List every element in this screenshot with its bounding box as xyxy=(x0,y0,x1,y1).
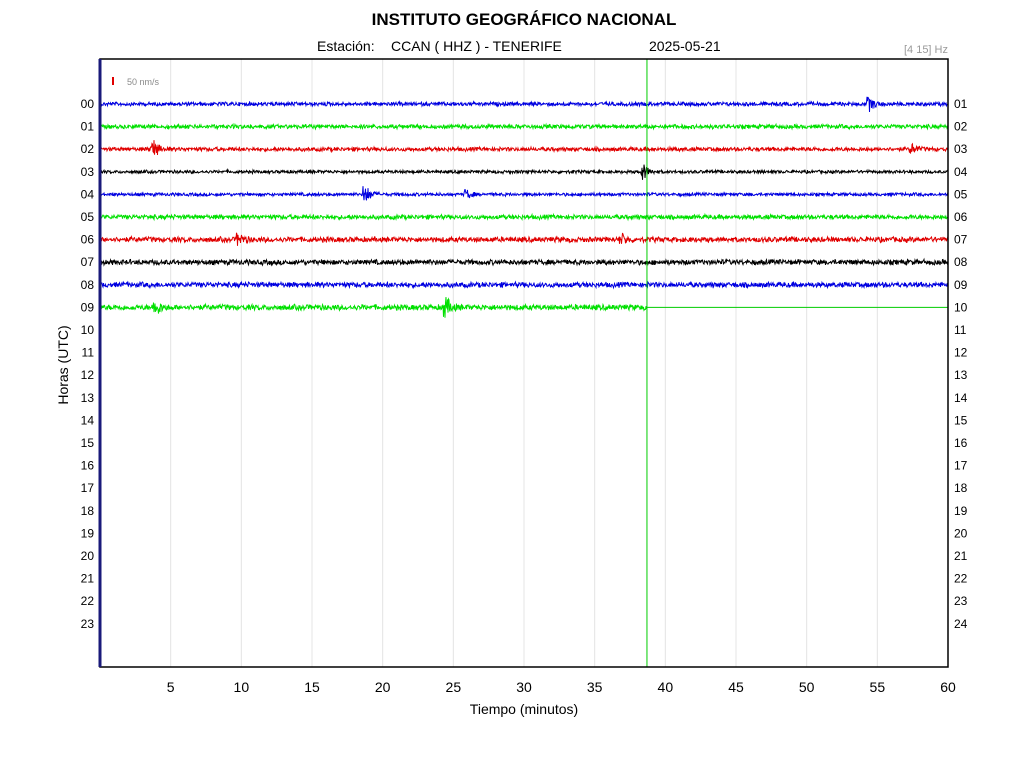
x-tick-label: 20 xyxy=(375,679,391,695)
trace-hour-00 xyxy=(100,96,949,113)
hour-label-left: 01 xyxy=(81,120,95,134)
hour-label-left: 04 xyxy=(81,187,95,201)
hour-label-right: 16 xyxy=(954,436,968,450)
trace-hour-07 xyxy=(100,257,949,267)
x-tick-label: 15 xyxy=(304,679,320,695)
hour-label-right: 19 xyxy=(954,504,968,518)
hour-label-left: 20 xyxy=(81,549,95,563)
hour-label-left: 10 xyxy=(81,323,95,337)
trace-hour-03 xyxy=(100,164,949,180)
trace-hour-06 xyxy=(100,232,949,246)
current-time-cursor xyxy=(646,59,948,667)
hour-label-left: 07 xyxy=(81,255,95,269)
x-tick-label: 45 xyxy=(728,679,744,695)
seismic-traces xyxy=(100,96,949,318)
x-tick-label: 60 xyxy=(940,679,956,695)
y-axis-label: Horas (UTC) xyxy=(55,325,71,404)
hour-label-right: 06 xyxy=(954,210,968,224)
station-label: Estación: xyxy=(317,38,375,54)
hour-label-right: 21 xyxy=(954,549,968,563)
hour-label-left: 08 xyxy=(81,278,95,292)
hour-labels-right: 01 02 03 04 05 06 07 08 09 10 11 12 13 14 15 16 17 18 19 20… xyxy=(954,97,968,631)
hour-label-left: 12 xyxy=(81,368,95,382)
hour-label-left: 17 xyxy=(81,481,95,495)
trace-hour-08 xyxy=(100,280,949,290)
trace-hour-09 xyxy=(100,297,647,318)
x-tick-label: 10 xyxy=(234,679,250,695)
hour-label-right: 20 xyxy=(954,526,968,540)
hour-label-right: 11 xyxy=(954,323,967,337)
hour-label-left: 05 xyxy=(81,210,95,224)
scale-bar-label: 50 nm/s xyxy=(127,77,160,87)
hour-label-right: 10 xyxy=(954,300,968,314)
hour-label-right: 08 xyxy=(954,255,968,269)
hour-label-right: 17 xyxy=(954,459,968,473)
hour-label-right: 05 xyxy=(954,187,968,201)
hour-label-left: 22 xyxy=(81,594,95,608)
hour-label-left: 09 xyxy=(81,300,95,314)
hour-label-right: 15 xyxy=(954,413,968,427)
hour-label-left: 21 xyxy=(81,572,95,586)
x-tick-label: 50 xyxy=(799,679,815,695)
hour-label-right: 18 xyxy=(954,481,968,495)
x-tick-label: 40 xyxy=(658,679,674,695)
hour-labels-left: 00 01 02 03 04 05 06 07 08 09 10 11 12 13 14 15 16 17 18 19… xyxy=(81,97,95,631)
x-tick-label: 35 xyxy=(587,679,603,695)
x-axis-label: Tiempo (minutos) xyxy=(470,701,578,717)
hour-label-right: 03 xyxy=(954,142,968,156)
hour-label-left: 15 xyxy=(81,436,95,450)
x-tick-label: 55 xyxy=(870,679,886,695)
hour-label-left: 16 xyxy=(81,459,95,473)
x-tick-label: 5 xyxy=(167,679,175,695)
x-axis-ticks: 5 10 15 20 25 30 35 40 45 50 55 60 xyxy=(167,679,956,695)
hour-label-right: 04 xyxy=(954,165,968,179)
hour-label-right: 12 xyxy=(954,346,968,360)
hour-label-left: 11 xyxy=(82,346,95,360)
hour-label-right: 14 xyxy=(954,391,968,405)
hour-label-right: 09 xyxy=(954,278,968,292)
hour-label-left: 02 xyxy=(81,142,95,156)
chart-date: 2025-05-21 xyxy=(649,38,721,54)
hour-label-left: 00 xyxy=(81,97,95,111)
trace-hour-04 xyxy=(100,186,949,201)
x-tick-label: 25 xyxy=(446,679,462,695)
hour-label-right: 22 xyxy=(954,572,968,586)
chart-title: INSTITUTO GEOGRÁFICO NACIONAL xyxy=(372,10,677,29)
x-tick-label: 30 xyxy=(516,679,532,695)
hour-label-left: 19 xyxy=(81,526,95,540)
hour-label-left: 03 xyxy=(81,165,95,179)
station-name: CCAN ( HHZ ) - TENERIFE xyxy=(391,38,562,54)
hour-label-right: 01 xyxy=(954,97,968,111)
hour-label-left: 23 xyxy=(81,617,95,631)
trace-hour-05 xyxy=(100,212,949,222)
hour-label-right: 13 xyxy=(954,368,968,382)
hour-label-right: 24 xyxy=(954,617,968,631)
scale-bar xyxy=(112,77,114,85)
trace-hour-02 xyxy=(100,140,949,156)
hour-label-left: 13 xyxy=(81,391,95,405)
filter-band: [4 15] Hz xyxy=(904,44,948,56)
hour-label-right: 23 xyxy=(954,594,968,608)
vertical-gridlines xyxy=(170,59,878,667)
scale-indicator: 50 nm/s xyxy=(112,77,160,87)
hour-label-left: 18 xyxy=(81,504,95,518)
trace-hour-01 xyxy=(100,122,949,131)
hour-label-left: 06 xyxy=(81,233,95,247)
hour-label-right: 02 xyxy=(954,120,968,134)
hour-label-left: 14 xyxy=(81,413,95,427)
hour-label-right: 07 xyxy=(954,233,968,247)
